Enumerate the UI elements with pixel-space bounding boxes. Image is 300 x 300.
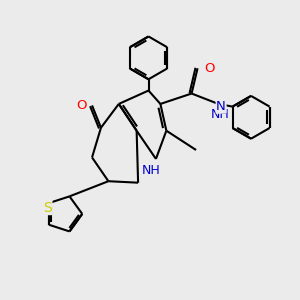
Text: NH: NH (211, 108, 229, 121)
Text: O: O (204, 62, 214, 75)
Text: O: O (76, 99, 87, 112)
Text: NH: NH (142, 164, 161, 177)
Text: N: N (216, 100, 226, 113)
Text: S: S (43, 200, 52, 214)
